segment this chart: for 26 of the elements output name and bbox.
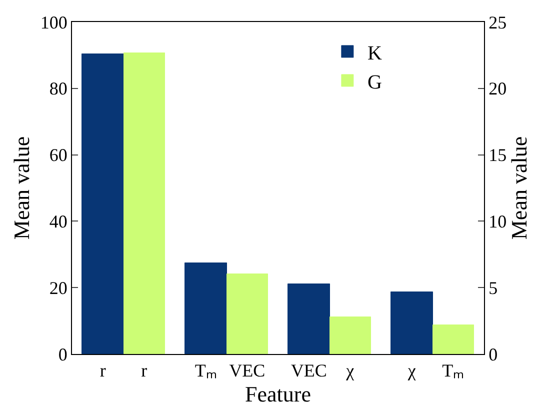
legend-label: K [367,42,382,64]
x-tick-label: χ [406,360,416,381]
y-tick-label: 20 [49,278,68,298]
x-tick-label: r [141,360,148,381]
y-tick-label: 80 [49,78,68,99]
x-axis-title: Feature [245,382,311,406]
x-tick-label: r [100,360,106,381]
y2-tick-label: 15 [488,145,507,166]
y2-axis-title: Mean value [506,136,532,240]
y-tick-label: 100 [40,12,68,32]
x-tick-label: χ [345,360,354,381]
y2-tick-label: 0 [488,344,498,364]
x-tick-label: VEC [229,360,266,381]
y2-tick-label: 10 [488,212,507,232]
y2-tick-label: 25 [488,12,507,32]
y2-tick-label: 20 [488,78,507,99]
y-tick-label: 40 [49,212,68,232]
x-tick-label: Tₘ [442,360,464,381]
y-axis-title: Mean value [9,136,34,240]
bar [390,292,433,354]
y-tick-label: 60 [49,145,68,166]
y2-tick-label: 5 [488,278,498,298]
legend-label: G [367,71,382,94]
x-tick-label: VEC [290,360,327,381]
x-tick-label: Tₘ [194,360,217,381]
y-tick-label: 0 [58,344,68,364]
